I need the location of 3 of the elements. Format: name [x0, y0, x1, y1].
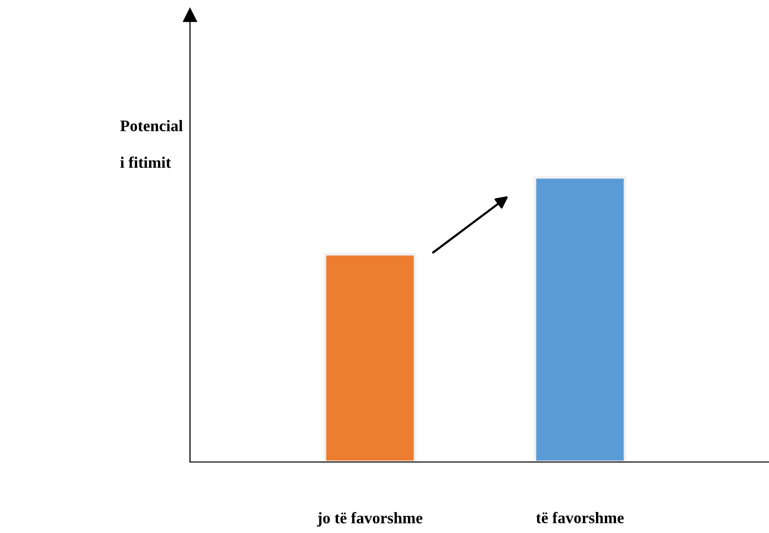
x-tick-label: të favorshme: [536, 512, 624, 524]
x-tick-label: jo të favorshme: [317, 512, 422, 527]
text: Potencial i fitimit: [120, 120, 183, 168]
